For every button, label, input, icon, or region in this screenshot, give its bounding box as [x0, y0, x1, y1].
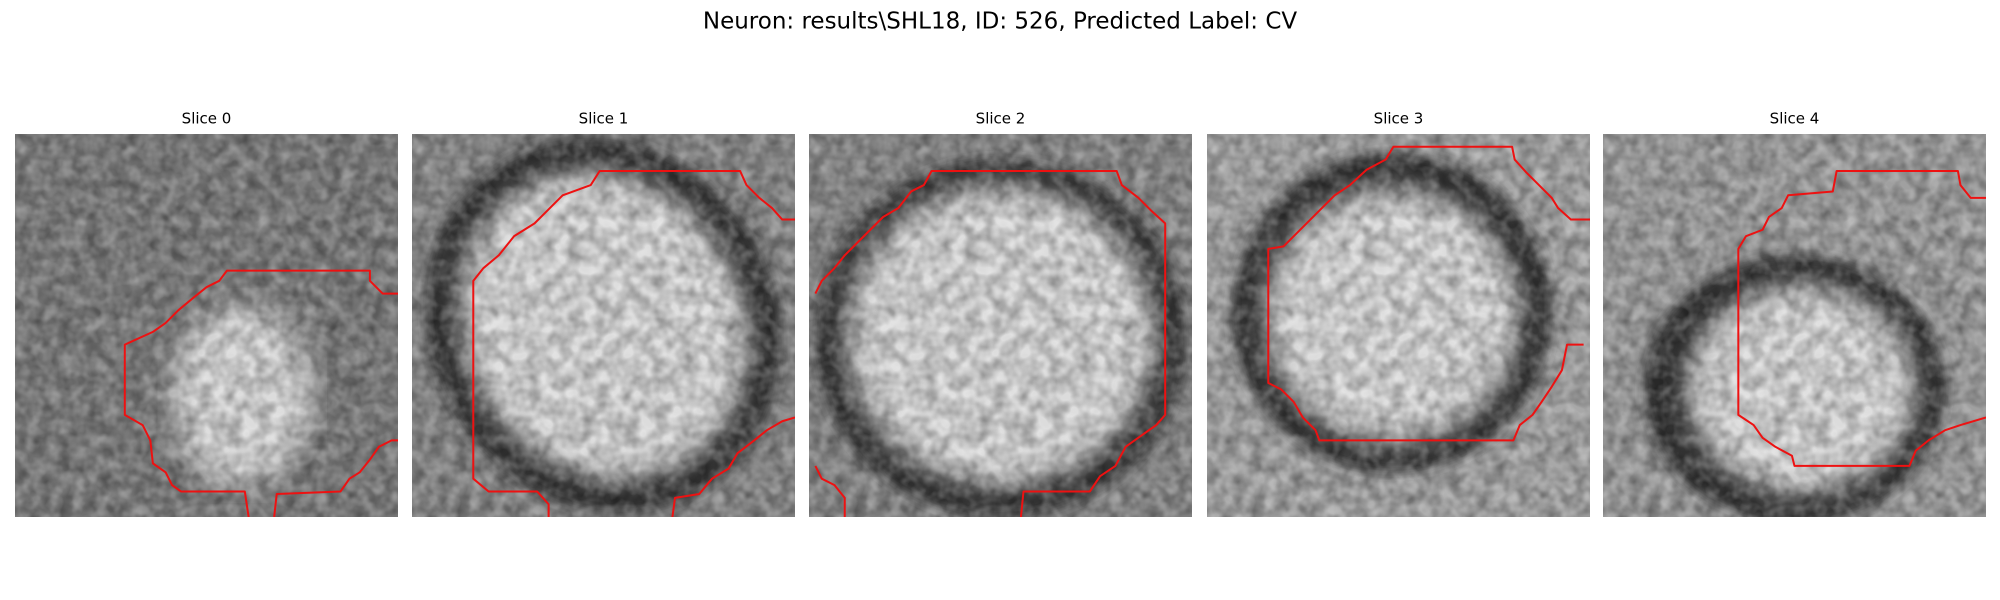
- slice-image: [412, 134, 795, 517]
- slice-image: [1603, 134, 1986, 517]
- contour: [125, 271, 398, 517]
- noise-light: [1207, 134, 1590, 517]
- figure-title: Neuron: results\SHL18, ID: 526, Predicte…: [703, 9, 1298, 35]
- panel-title: Slice 0: [182, 110, 232, 128]
- panel-title: Slice 3: [1374, 110, 1424, 128]
- noise-light: [412, 134, 795, 517]
- contour: [1738, 171, 1986, 466]
- contour: [815, 466, 844, 517]
- panel-title: Slice 1: [579, 110, 629, 128]
- contour: [1268, 147, 1590, 441]
- slice-image: [1207, 134, 1590, 517]
- noise-light: [15, 134, 398, 517]
- contour: [672, 417, 795, 517]
- contour: [815, 171, 1165, 517]
- slice-image: [809, 134, 1192, 517]
- panel-title: Slice 4: [1770, 110, 1820, 128]
- noise-light: [1603, 134, 1986, 517]
- panel-title: Slice 2: [976, 110, 1026, 128]
- slice-image: [15, 134, 398, 517]
- contour: [274, 440, 398, 517]
- noise-light: [809, 134, 1192, 517]
- contour: [473, 171, 795, 517]
